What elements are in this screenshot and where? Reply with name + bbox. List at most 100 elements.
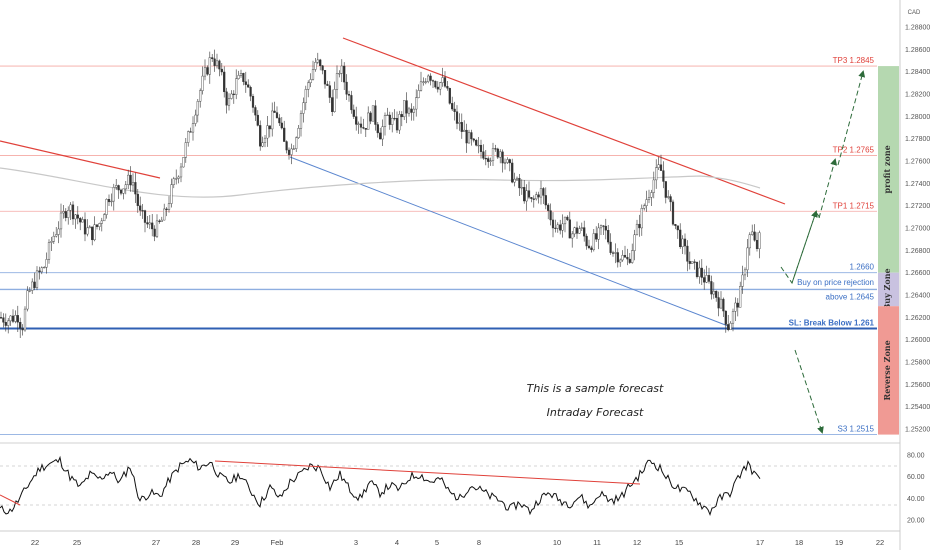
time-tick-label: 4 <box>395 538 399 547</box>
candle-body <box>753 231 756 241</box>
candle-body <box>371 105 375 122</box>
candle-body <box>736 302 739 308</box>
candle-body <box>333 89 336 112</box>
candle-body <box>395 118 399 131</box>
candle-body <box>19 322 22 329</box>
candle-body <box>141 210 144 212</box>
candle-body <box>256 114 259 126</box>
candle-body <box>563 216 567 225</box>
candle-body <box>645 199 648 206</box>
candle-body <box>129 174 132 186</box>
candle-body <box>707 275 711 282</box>
zone-profit-zone <box>878 66 899 273</box>
time-axis: 22 25 27 28 29 Feb 3 4 5 8 10 11 12 15 17 18 19 22 <box>0 530 900 547</box>
candle-body <box>578 228 581 234</box>
candle-body <box>278 117 281 124</box>
candle-body <box>635 223 639 235</box>
candle-body <box>602 225 605 227</box>
candle-body <box>659 164 663 171</box>
candle-body <box>340 65 343 74</box>
candle-body <box>571 233 574 239</box>
candle-body <box>261 142 264 147</box>
candle-body <box>93 224 96 241</box>
candle-body <box>285 141 288 151</box>
candle-body <box>611 252 615 254</box>
candle-body <box>650 192 653 198</box>
candle-body <box>537 194 540 198</box>
candle-body <box>367 112 370 130</box>
candle-body <box>501 151 504 164</box>
candle-body <box>691 261 694 264</box>
candle-body <box>14 315 17 322</box>
candle-body <box>412 108 415 113</box>
candle-body <box>213 58 216 66</box>
candle-body <box>525 190 528 202</box>
candle-body <box>107 199 111 203</box>
arrow-to-s3 <box>794 349 824 434</box>
candle-body <box>739 286 742 308</box>
candle-body <box>307 82 310 90</box>
zone-reverse-zone <box>878 306 899 435</box>
candle-body <box>530 197 533 199</box>
rsi-panel <box>0 442 900 516</box>
candle-body <box>38 270 41 273</box>
candle-body <box>722 298 725 312</box>
candle-body <box>727 324 730 330</box>
candle-body <box>551 219 555 229</box>
candle-body <box>369 112 372 122</box>
time-tick-label: 22 <box>31 538 39 547</box>
trendline-channel-bottom <box>289 156 729 327</box>
candle-body <box>115 185 118 188</box>
candle-body <box>215 60 219 66</box>
candles <box>0 49 761 339</box>
candle-body <box>544 195 547 206</box>
candle-body <box>439 82 442 90</box>
candle-body <box>218 60 221 70</box>
price-tick-label: 1.27600 <box>905 159 930 166</box>
currency-label: CAD <box>908 10 921 16</box>
candle-body <box>429 75 432 81</box>
candle-body <box>139 205 142 211</box>
time-tick-label: 28 <box>192 538 200 547</box>
candle-body <box>244 81 247 85</box>
candle-body <box>79 218 82 223</box>
candle-body <box>734 302 737 312</box>
candle-body <box>275 112 279 119</box>
arrow-to-tp2 <box>818 158 838 219</box>
candle-body <box>621 255 624 261</box>
candle-body <box>431 80 435 82</box>
candle-body <box>683 238 687 247</box>
candle-body <box>177 176 180 179</box>
candle-body <box>165 208 168 210</box>
candle-body <box>379 132 382 140</box>
time-tick-label: 11 <box>593 538 601 547</box>
candle-body <box>436 86 439 90</box>
candle-body <box>475 140 478 146</box>
candle-body <box>443 77 447 87</box>
price-tick-label: 1.28600 <box>905 47 930 54</box>
candle-body <box>319 59 322 66</box>
candle-body <box>232 93 235 95</box>
candle-body <box>0 317 3 319</box>
candle-body <box>143 210 147 223</box>
candle-body <box>496 148 499 158</box>
candle-body <box>527 190 531 198</box>
candle-body <box>503 162 507 164</box>
candle-body <box>597 227 600 240</box>
candle-body <box>314 62 317 70</box>
candle-body <box>400 114 403 118</box>
candle-body <box>251 96 255 108</box>
candle-body <box>179 166 183 178</box>
candle-body <box>455 111 459 124</box>
candle-body <box>158 220 161 222</box>
candle-body <box>338 73 341 75</box>
price-tick-label: 1.26800 <box>905 248 930 255</box>
price-axis: 1.28800 1.28600 1.28400 1.28200 1.28000 1.278… <box>899 0 930 550</box>
candle-body <box>417 90 420 98</box>
candle-body <box>208 57 211 75</box>
candle-body <box>539 188 543 198</box>
candle-body <box>381 126 384 140</box>
candle-body <box>568 219 571 239</box>
level-label: SL: Break Below 1.261 <box>789 319 875 328</box>
candle-body <box>427 75 430 82</box>
